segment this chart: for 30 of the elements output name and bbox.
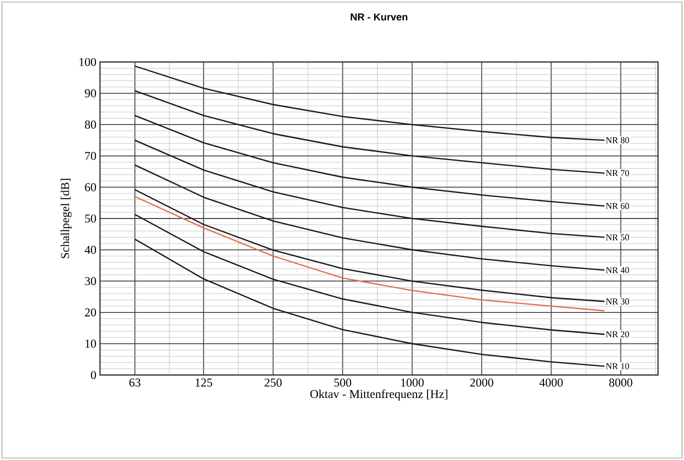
y-tick-label: 30 <box>85 277 96 286</box>
series-label: NR 20 <box>606 331 630 338</box>
y-tick-label: 50 <box>85 214 96 223</box>
y-tick-label: 80 <box>84 120 96 129</box>
x-tick-label: 2000 <box>470 378 494 387</box>
series-label: NR 40 <box>606 267 630 274</box>
x-tick-label: 125 <box>196 378 212 387</box>
x-tick-label: 8000 <box>609 378 632 387</box>
series-label: NR 50 <box>606 234 630 240</box>
series-label: NR 70 <box>606 170 630 176</box>
y-tick-label: 20 <box>85 308 96 316</box>
y-tick-label: 10 <box>86 340 96 348</box>
series-label: NR 30 <box>606 298 630 304</box>
x-tick-label: 500 <box>334 378 352 387</box>
x-tick-label: 63 <box>129 378 140 387</box>
series-label: NR 60 <box>606 202 630 210</box>
y-tick-label: 40 <box>84 246 96 254</box>
y-tick-label: 100 <box>80 58 96 66</box>
chart-title: NR - Kurven <box>350 14 408 20</box>
y-tick-label: 90 <box>84 89 96 98</box>
y-tick-label: 70 <box>85 152 96 160</box>
x-tick-label: 250 <box>264 378 282 387</box>
y-tick-label: 60 <box>84 183 96 192</box>
y-axis-title: Schallpegel [dB] <box>60 178 72 258</box>
x-axis-title: Oktav - Mittenfrequenz [Hz] <box>310 389 448 400</box>
x-tick-label: 1000 <box>401 378 424 387</box>
y-tick-label: 0 <box>90 370 96 380</box>
x-tick-label: 4000 <box>539 378 563 387</box>
series-label: NR 10 <box>606 363 630 370</box>
series-label: NR 80 <box>606 137 630 144</box>
